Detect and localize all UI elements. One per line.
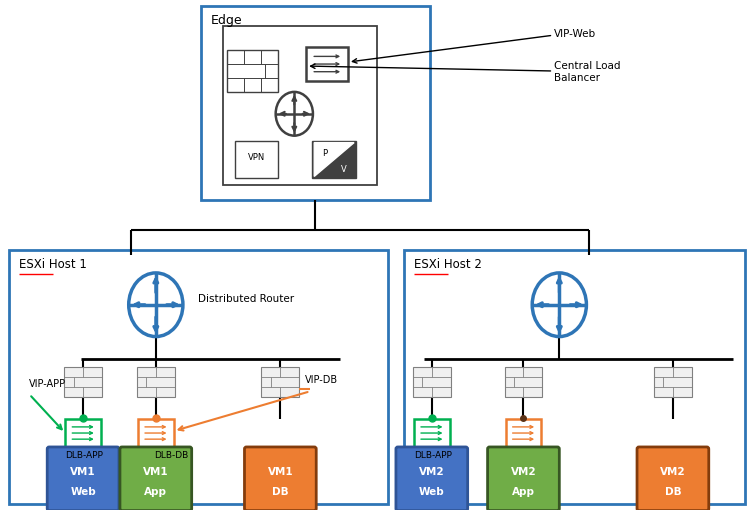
FancyBboxPatch shape <box>65 419 101 447</box>
Text: VM1: VM1 <box>71 467 96 477</box>
Text: DLB-APP: DLB-APP <box>414 451 452 460</box>
FancyBboxPatch shape <box>261 367 300 397</box>
Text: App: App <box>144 487 167 497</box>
FancyBboxPatch shape <box>654 367 692 397</box>
FancyBboxPatch shape <box>201 6 430 200</box>
Text: VM2: VM2 <box>511 467 536 477</box>
FancyBboxPatch shape <box>413 367 451 397</box>
Text: VIP-DB: VIP-DB <box>305 376 339 385</box>
Text: VM2: VM2 <box>419 467 445 477</box>
FancyBboxPatch shape <box>64 367 102 397</box>
Text: P: P <box>321 149 327 157</box>
Text: VIP-APP: VIP-APP <box>29 379 66 389</box>
Text: ESXi Host 1: ESXi Host 1 <box>20 258 87 271</box>
Text: Edge: Edge <box>210 14 243 27</box>
FancyBboxPatch shape <box>505 367 542 397</box>
Text: App: App <box>512 487 535 497</box>
FancyBboxPatch shape <box>404 250 745 504</box>
FancyBboxPatch shape <box>47 447 119 510</box>
Text: VM2: VM2 <box>660 467 686 477</box>
Text: VIP-Web: VIP-Web <box>554 29 596 39</box>
FancyBboxPatch shape <box>414 419 450 447</box>
FancyBboxPatch shape <box>505 419 541 447</box>
FancyBboxPatch shape <box>487 447 559 510</box>
FancyBboxPatch shape <box>396 447 468 510</box>
Text: Web: Web <box>70 487 96 497</box>
FancyBboxPatch shape <box>306 47 348 81</box>
Text: Web: Web <box>419 487 445 497</box>
FancyBboxPatch shape <box>9 250 388 504</box>
Text: VM1: VM1 <box>143 467 169 477</box>
FancyBboxPatch shape <box>222 26 377 185</box>
FancyBboxPatch shape <box>637 447 709 510</box>
Text: ESXi Host 2: ESXi Host 2 <box>414 258 481 271</box>
FancyBboxPatch shape <box>312 141 356 178</box>
FancyBboxPatch shape <box>234 141 279 178</box>
Polygon shape <box>314 143 354 176</box>
Text: Distributed Router: Distributed Router <box>198 294 294 304</box>
Text: DLB-APP: DLB-APP <box>65 451 103 460</box>
Text: DB: DB <box>272 487 288 497</box>
FancyBboxPatch shape <box>227 50 279 92</box>
Text: Central Load
Balancer: Central Load Balancer <box>554 61 621 83</box>
Text: VPN: VPN <box>248 153 265 161</box>
FancyBboxPatch shape <box>245 447 316 510</box>
FancyBboxPatch shape <box>137 367 175 397</box>
Text: V: V <box>341 166 347 174</box>
FancyBboxPatch shape <box>120 447 192 510</box>
Text: VM1: VM1 <box>267 467 293 477</box>
Text: DB: DB <box>665 487 681 497</box>
FancyBboxPatch shape <box>138 419 173 447</box>
Text: DLB-DB: DLB-DB <box>154 451 188 460</box>
